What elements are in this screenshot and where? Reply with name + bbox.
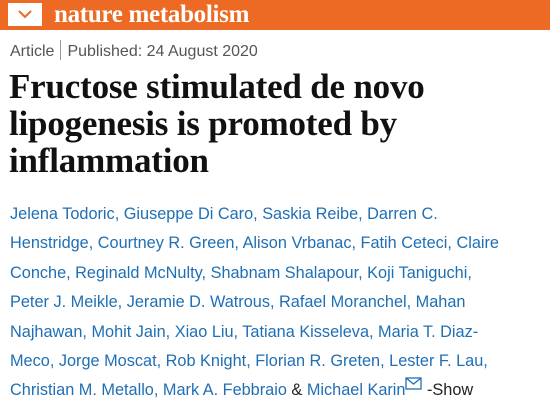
chevron-icon — [18, 10, 32, 19]
article-title: Fructose stimulated de novo lipogenesis i… — [9, 68, 425, 179]
author-list: Jelena Todoric, Giuseppe Di Caro, Saskia… — [10, 200, 499, 406]
title-line: inflammation — [9, 141, 209, 180]
author-line: Christian M. Metallo, Mark A. Febbraio &… — [10, 376, 499, 405]
author-line[interactable]: Peter J. Meikle, Jeramie D. Watrous, Raf… — [10, 293, 466, 312]
article-type: Article — [10, 43, 55, 60]
article-meta: Article Published: 24 August 2020 — [10, 40, 258, 61]
conjunction: & — [291, 381, 303, 400]
journal-name[interactable]: nature metabolism — [54, 1, 250, 28]
author-names[interactable]: Christian M. Metallo, Mark A. Febbraio — [10, 381, 287, 400]
menu-button[interactable] — [8, 3, 42, 26]
published-date: Published: 24 August 2020 — [67, 43, 258, 60]
email-icon[interactable] — [405, 377, 423, 391]
author-line[interactable]: Henstridge, Courtney R. Green, Alison Vr… — [10, 234, 499, 253]
author-line[interactable]: Meco, Jorge Moscat, Rob Knight, Florian … — [10, 352, 488, 371]
journal-bar: nature metabolism — [0, 0, 550, 30]
title-line: Fructose stimulated de novo — [9, 67, 425, 106]
author-line[interactable]: Najhawan, Mohit Jain, Xiao Liu, Tatiana … — [10, 322, 479, 341]
title-line: lipogenesis is promoted by — [9, 104, 397, 143]
last-author[interactable]: Michael Karin — [306, 381, 406, 400]
separator — [60, 40, 62, 60]
author-line[interactable]: Jelena Todoric, Giuseppe Di Caro, Saskia… — [10, 205, 438, 223]
author-line[interactable]: Conche, Reginald McNulty, Shabnam Shalap… — [10, 263, 472, 282]
show-more[interactable]: -Show — [427, 381, 474, 400]
